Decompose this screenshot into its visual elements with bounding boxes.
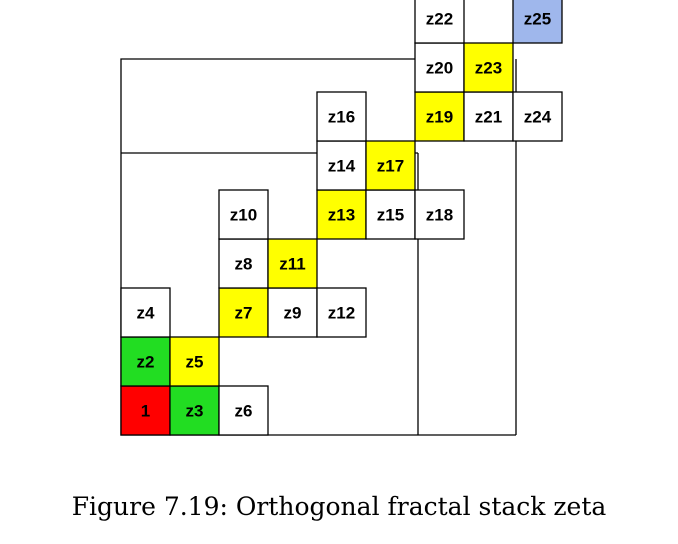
cell-label: z14: [328, 157, 356, 176]
cell-label: z17: [377, 157, 404, 176]
cell-z21: z21: [463, 91, 514, 142]
cell-z9: z9: [267, 287, 318, 338]
cell-box: [316, 287, 367, 338]
cell-box: [365, 140, 416, 191]
cell-z16: z16: [316, 91, 367, 142]
cell-label: z16: [328, 108, 355, 127]
fractal-stack-diagram: 1 z2 z3 z4 z5 z6 z7 z8 z9 z10 z11 z12 z13 z14 z15 z16 z1…: [120, 0, 563, 436]
cell-z6: z6: [218, 385, 269, 436]
cell-z5: z5: [169, 336, 220, 387]
cell-box: [267, 287, 318, 338]
cell-box: [120, 287, 171, 338]
cell-label: z15: [377, 206, 404, 225]
cell-label: z8: [235, 255, 253, 274]
cell-z12: z12: [316, 287, 367, 338]
cell-box: [414, 0, 465, 44]
cell-z8: z8: [218, 238, 269, 289]
cell-box: [414, 189, 465, 240]
cell-label: z25: [524, 10, 551, 29]
cell-z13: z13: [316, 189, 367, 240]
cell-label: z19: [426, 108, 453, 127]
cell-label: z20: [426, 59, 453, 78]
cell-box: [169, 336, 220, 387]
cell-label: z23: [475, 59, 502, 78]
cell-z15: z15: [365, 189, 416, 240]
cell-z23: z23: [463, 42, 514, 93]
cell-z24: z24: [512, 91, 563, 142]
cell-z11: z11: [267, 238, 318, 289]
cell-label: 1: [141, 402, 150, 421]
cell-label: z7: [235, 304, 253, 323]
cell-z18: z18: [414, 189, 465, 240]
cell-box: [316, 189, 367, 240]
cell-label: z18: [426, 206, 453, 225]
cell-label: z13: [328, 206, 355, 225]
cell-box: [218, 189, 269, 240]
cell-label: z21: [475, 108, 502, 127]
cell-label: z4: [137, 304, 156, 323]
cell-box: [414, 42, 465, 93]
cell-box: [414, 91, 465, 142]
cell-label: z11: [279, 255, 305, 274]
cell-label: z12: [328, 304, 355, 323]
cell-label: z5: [186, 353, 204, 372]
cell-1: 1: [120, 385, 171, 436]
cell-label: z10: [230, 206, 257, 225]
cell-label: z6: [235, 402, 253, 421]
cell-box: [120, 385, 171, 436]
cell-z3: z3: [169, 385, 220, 436]
cells-layer: 1 z2 z3 z4 z5 z6 z7 z8 z9 z10 z11 z12 z13 z14 z15 z16 z1…: [120, 0, 563, 436]
cell-z20: z20: [414, 42, 465, 93]
cell-z2: z2: [120, 336, 171, 387]
cell-z10: z10: [218, 189, 269, 240]
figure-caption: Figure 7.19: Orthogonal fractal stack ze…: [71, 492, 607, 521]
cell-box: [463, 42, 514, 93]
cell-box: [267, 238, 318, 289]
cell-label: z24: [524, 108, 552, 127]
cell-box: [218, 385, 269, 436]
cell-label: z2: [137, 353, 155, 372]
cell-z19: z19: [414, 91, 465, 142]
cell-box: [512, 91, 563, 142]
cell-label: z9: [284, 304, 302, 323]
cell-z4: z4: [120, 287, 171, 338]
cell-z25: z25: [512, 0, 563, 44]
outer-frame: [120, 58, 418, 436]
cell-z22: z22: [414, 0, 465, 44]
cell-label: z3: [186, 402, 204, 421]
cell-box: [365, 189, 416, 240]
cell-z14: z14: [316, 140, 367, 191]
cell-label: z22: [426, 10, 453, 29]
cell-box: [316, 91, 367, 142]
cell-z7: z7: [218, 287, 269, 338]
cell-box: [512, 0, 563, 44]
cell-z17: z17: [365, 140, 416, 191]
